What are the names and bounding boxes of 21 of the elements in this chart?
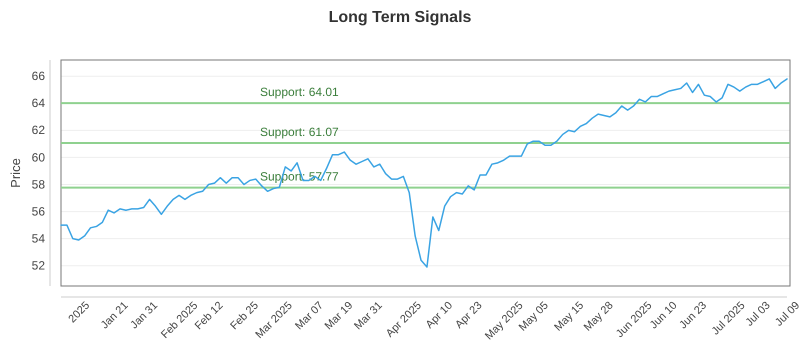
y-tick-label: 64 [32, 96, 46, 110]
y-tick-label: 52 [32, 258, 46, 273]
x-tick-label: Jul 03 [743, 300, 773, 329]
y-tick-label: 54 [32, 231, 46, 246]
ref-line-label: Support: 61.07 [260, 124, 340, 139]
ref-line-label: Support: 64.01 [260, 85, 340, 100]
chart-title: Long Term Signals [328, 9, 472, 26]
y-axis-title: Price [8, 158, 23, 188]
x-tick-label: Jan 31 [128, 300, 160, 332]
y-tick-label: 60 [32, 150, 46, 164]
x-tick-label: Apr 10 [424, 300, 456, 331]
x-tick-label: Jan 21 [98, 300, 131, 332]
x-tick-label: May 28 [582, 300, 616, 334]
y-tick-label: 56 [32, 204, 46, 218]
line-series [60, 78, 788, 268]
y-tick-label: 66 [32, 69, 46, 84]
y-tick-label: 62 [32, 123, 46, 138]
y-tick-label: 58 [32, 177, 46, 192]
x-tick-label: Apr 23 [453, 300, 485, 331]
x-tick-label: Jul 09 [772, 300, 800, 329]
x-tick-label: Jun 23 [677, 300, 710, 332]
